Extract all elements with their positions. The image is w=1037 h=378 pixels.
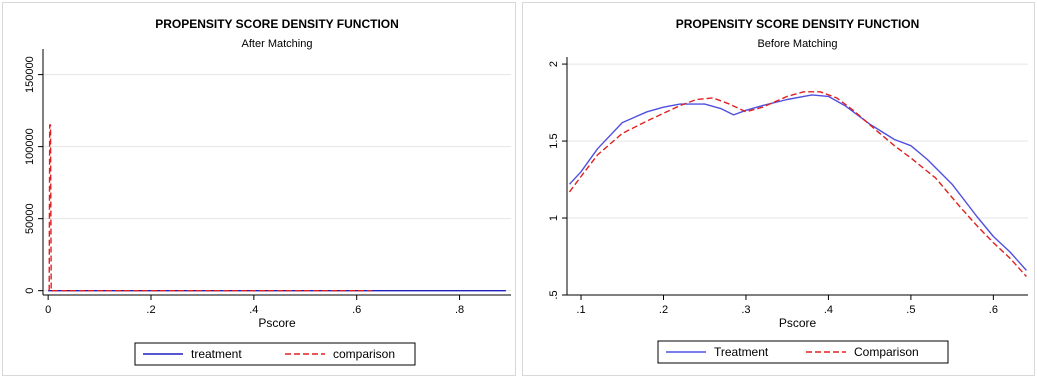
- chart-subtitle: After Matching: [242, 38, 313, 50]
- legend-label-comparison: comparison: [333, 347, 395, 361]
- legend-box: [134, 342, 416, 366]
- y-tick-label: 100000: [24, 128, 36, 165]
- chart-title: PROPENSITY SCORE DENSITY FUNCTION: [155, 17, 399, 31]
- y-tick-label: 1: [548, 215, 560, 221]
- y-tick-label: 0: [24, 288, 36, 294]
- chart-panel-after-matching: PROPENSITY SCORE DENSITY FUNCTION After M…: [2, 2, 516, 376]
- y-tick-label: 1.5: [548, 133, 560, 148]
- chart-title: PROPENSITY SCORE DENSITY FUNCTION: [676, 17, 920, 31]
- chart-before-matching: PROPENSITY SCORE DENSITY FUNCTION Before …: [548, 17, 1028, 364]
- x-axis-title: Pscore: [258, 316, 296, 330]
- y-tick-label: 2: [548, 61, 560, 67]
- x-tick-label: .4: [249, 304, 258, 316]
- chart-after-matching: PROPENSITY SCORE DENSITY FUNCTION After M…: [24, 17, 511, 366]
- x-tick-label: .4: [824, 304, 833, 316]
- x-tick-label: .3: [741, 304, 750, 316]
- legend-label-treatment: treatment: [191, 347, 242, 361]
- x-tick-label: .2: [146, 304, 155, 316]
- y-tick-label: 50000: [24, 203, 36, 234]
- x-tick-label: 0: [45, 304, 51, 316]
- chart-panel-before-matching: PROPENSITY SCORE DENSITY FUNCTION Before …: [522, 2, 1035, 376]
- legend-label-comparison: Comparison: [854, 345, 919, 359]
- x-tick-label: .1: [576, 304, 585, 316]
- x-axis-title: Pscore: [779, 316, 817, 330]
- chart-subtitle: Before Matching: [757, 38, 837, 50]
- series-line-treatment: [568, 94, 1027, 271]
- x-tick-label: .8: [455, 304, 464, 316]
- y-tick-label: 150000: [24, 56, 36, 93]
- series-line-comparison: [48, 124, 373, 292]
- x-tick-label: .2: [659, 304, 668, 316]
- series-line-comparison: [568, 91, 1027, 277]
- x-tick-label: .6: [352, 304, 361, 316]
- x-tick-label: .6: [989, 304, 998, 316]
- x-tick-label: .5: [906, 304, 915, 316]
- y-tick-label: .5: [548, 290, 560, 299]
- legend-label-treatment: Treatment: [714, 345, 769, 359]
- legend-box: [657, 340, 949, 364]
